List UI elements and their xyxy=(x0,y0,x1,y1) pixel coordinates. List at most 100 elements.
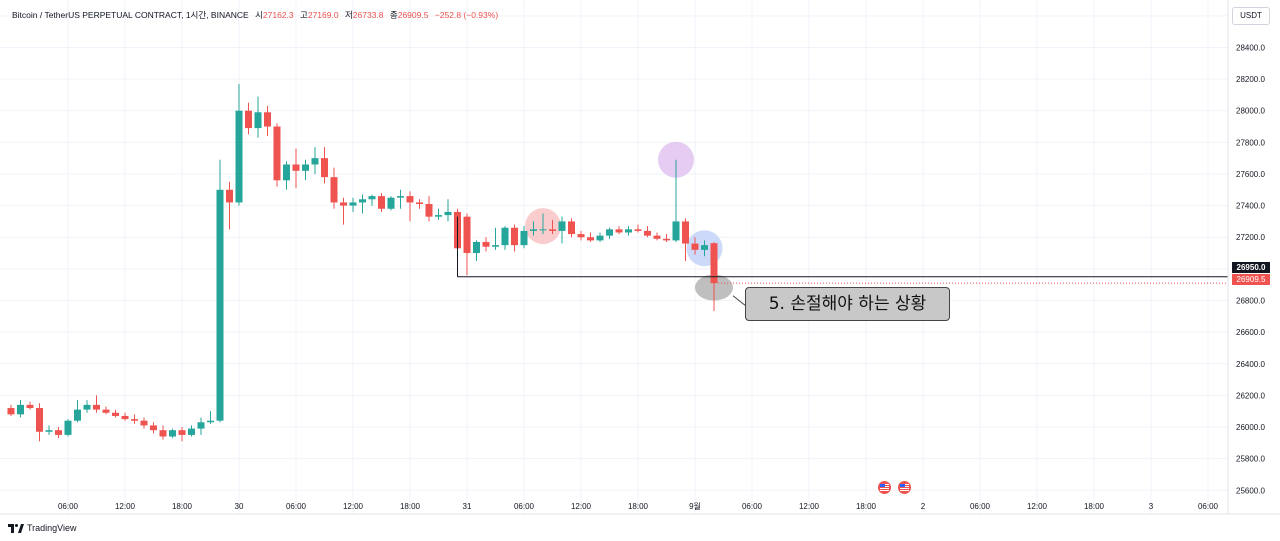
candle-body[interactable] xyxy=(131,419,138,421)
candle-body[interactable] xyxy=(368,196,376,200)
candle-body[interactable] xyxy=(17,404,24,415)
candle-body[interactable] xyxy=(26,404,34,409)
candle-body[interactable] xyxy=(691,243,699,250)
price-axis: 25600.0 25800.0 26000.0 26200.0 26400.0 26600… xyxy=(1236,12,1265,495)
candle-body[interactable] xyxy=(587,237,594,241)
candle-body[interactable] xyxy=(444,211,452,216)
candle-body[interactable] xyxy=(492,245,499,247)
currency-button[interactable]: USDT xyxy=(1232,7,1270,25)
candle-body[interactable] xyxy=(634,229,642,231)
candle-body[interactable] xyxy=(321,158,328,178)
candle-body[interactable] xyxy=(36,408,43,432)
candle-body[interactable] xyxy=(539,229,547,231)
time-tick-label: 12:00 xyxy=(1027,502,1048,511)
candle-body[interactable] xyxy=(159,430,167,437)
candle-body[interactable] xyxy=(197,422,205,429)
candle-body[interactable] xyxy=(387,197,395,209)
candle-body[interactable] xyxy=(349,202,357,206)
time-tick-label: 18:00 xyxy=(172,502,193,511)
tradingview-logo[interactable]: TradingView xyxy=(8,523,77,533)
candle-body[interactable] xyxy=(169,430,176,437)
candle-body[interactable] xyxy=(283,164,290,181)
candle-body[interactable] xyxy=(311,158,319,165)
candle-body[interactable] xyxy=(378,196,385,209)
candle-body[interactable] xyxy=(520,230,528,246)
high-label: 고 xyxy=(300,10,308,20)
candle-body[interactable] xyxy=(226,189,233,203)
candle-body[interactable] xyxy=(330,177,338,203)
candle-body[interactable] xyxy=(663,238,670,241)
us-flag-event-icon[interactable] xyxy=(898,481,911,494)
candle-body[interactable] xyxy=(530,229,537,231)
time-tick-label: 9월 xyxy=(689,501,701,511)
candle-body[interactable] xyxy=(216,189,224,421)
candle-body[interactable] xyxy=(397,196,404,198)
time-tick-label: 18:00 xyxy=(400,502,421,511)
time-tick-label: 3 xyxy=(1149,502,1154,511)
candle-body[interactable] xyxy=(264,112,271,127)
candle-body[interactable] xyxy=(482,241,490,247)
candle-body[interactable] xyxy=(511,227,518,246)
candle-body[interactable] xyxy=(463,216,471,254)
candle-body[interactable] xyxy=(273,126,281,181)
low-label: 저 xyxy=(344,10,353,20)
us-flag-event-icon[interactable] xyxy=(878,481,891,494)
candle-body[interactable] xyxy=(501,227,509,246)
candle-body[interactable] xyxy=(188,428,195,435)
candle-body[interactable] xyxy=(406,196,414,203)
candle-body[interactable] xyxy=(710,243,718,284)
candle-body[interactable] xyxy=(672,221,680,241)
candle-body[interactable] xyxy=(140,420,148,426)
candle-body[interactable] xyxy=(7,408,15,415)
price-tick-label: 27600.0 xyxy=(1236,170,1265,179)
change-value: −252.8 (−0.93%) xyxy=(434,10,499,20)
candle-body[interactable] xyxy=(558,221,566,231)
candle-body[interactable] xyxy=(83,404,91,410)
candle-body[interactable] xyxy=(568,221,575,235)
candle-body[interactable] xyxy=(340,202,347,206)
time-tick-label: 30 xyxy=(235,502,244,511)
candle-body[interactable] xyxy=(425,204,433,217)
candle-body[interactable] xyxy=(416,202,423,205)
high-value: 27169.0 xyxy=(307,10,339,20)
candle-body[interactable] xyxy=(473,241,480,254)
candle-body[interactable] xyxy=(178,430,186,435)
candle-body[interactable] xyxy=(121,415,129,420)
candle-body[interactable] xyxy=(235,110,243,203)
candle-body[interactable] xyxy=(245,110,252,129)
candle-body[interactable] xyxy=(644,230,651,236)
candle-body[interactable] xyxy=(45,430,53,432)
time-tick-label: 18:00 xyxy=(628,502,649,511)
candle-body[interactable] xyxy=(207,420,214,423)
candle-body[interactable] xyxy=(549,229,556,231)
candle-body[interactable] xyxy=(93,404,100,410)
candle-body[interactable] xyxy=(302,164,309,171)
time-tick-label: 12:00 xyxy=(115,502,136,511)
candle-body[interactable] xyxy=(625,229,632,233)
candle-body[interactable] xyxy=(150,425,157,431)
candle-body[interactable] xyxy=(55,430,62,435)
symbol-title[interactable]: Bitcoin / TetherUS PERPETUAL CONTRACT, 1… xyxy=(12,10,249,20)
price-tick-label: 26600.0 xyxy=(1236,328,1265,337)
candle-body[interactable] xyxy=(653,235,661,239)
close-label: 종 xyxy=(389,10,398,20)
candle-body[interactable] xyxy=(74,409,81,421)
candle-body[interactable] xyxy=(435,215,442,217)
candle-body[interactable] xyxy=(577,234,585,238)
price-tick-label: 26400.0 xyxy=(1236,360,1265,369)
candle-body[interactable] xyxy=(254,112,262,129)
candle-body[interactable] xyxy=(112,412,119,416)
candle-body[interactable] xyxy=(596,235,604,241)
price-tick-label: 26800.0 xyxy=(1236,296,1265,305)
candle-body[interactable] xyxy=(292,164,300,171)
candle-body[interactable] xyxy=(359,199,366,203)
time-tick-label: 18:00 xyxy=(856,502,877,511)
time-tick-label: 06:00 xyxy=(286,502,307,511)
candle-body[interactable] xyxy=(615,229,623,233)
candle-body[interactable] xyxy=(102,409,110,413)
candle-body[interactable] xyxy=(64,420,72,435)
candle-body[interactable] xyxy=(701,245,708,250)
candle-body[interactable] xyxy=(606,229,613,236)
candle-body[interactable] xyxy=(682,221,689,244)
